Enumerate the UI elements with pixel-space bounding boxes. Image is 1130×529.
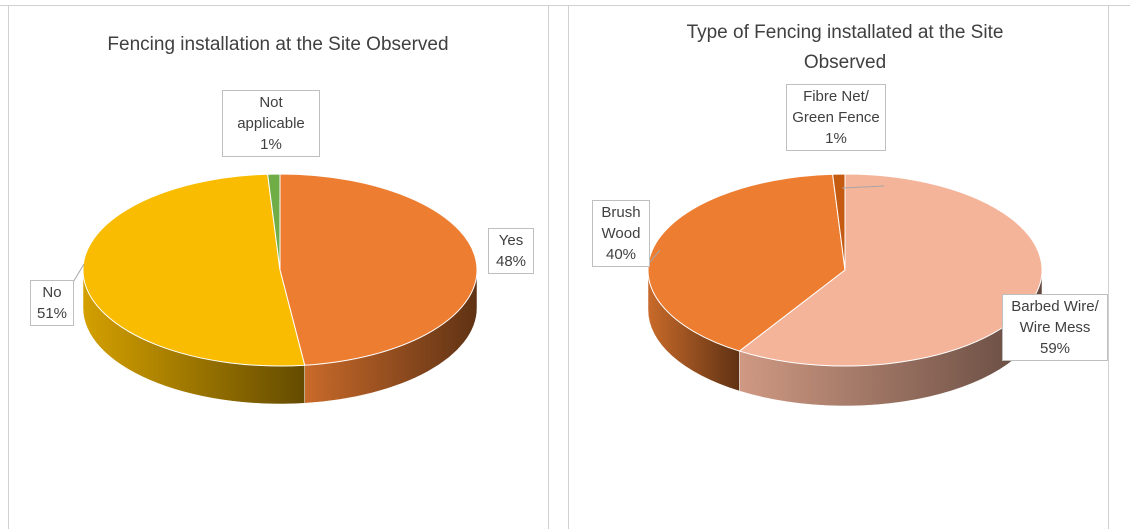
data-label-category: No: [42, 284, 62, 301]
data-label-value: 51%: [36, 305, 68, 322]
pie-slice: [279, 173, 478, 366]
data-label-value: 48%: [495, 253, 527, 270]
leader-line: [649, 249, 661, 263]
data-label: Barbed Wire/ Wire Mess 59%: [1002, 294, 1108, 361]
pie-slice: [647, 173, 846, 352]
data-label: Yes 48%: [488, 228, 534, 274]
pie-tops: [647, 173, 1043, 367]
chart-title: Fencing installation at the Site Observe…: [107, 34, 449, 55]
data-label-value: 1%: [825, 130, 847, 147]
data-label: Fibre Net/ Green Fence 1%: [786, 84, 886, 151]
pie-slice: [832, 173, 846, 271]
panel-borders: [0, 5, 1130, 529]
data-label-category: Fibre Net/ Green Fence: [792, 88, 880, 126]
data-label-value: 1%: [260, 136, 282, 153]
pie-tops: [82, 173, 478, 367]
data-label-category: Barbed Wire/ Wire Mess: [1011, 298, 1099, 336]
pies: [82, 173, 1043, 407]
data-label: Not applicable 1%: [222, 90, 320, 157]
data-label-category: Yes: [498, 232, 524, 249]
pie-slice: [267, 173, 281, 271]
pie-slice: [82, 173, 306, 367]
data-label: Brush Wood 40%: [592, 200, 650, 267]
data-label: No 51%: [30, 280, 74, 326]
leader-line: [71, 263, 85, 285]
data-label-category: Not applicable: [237, 94, 305, 132]
leader-lines: [71, 185, 885, 285]
leader-line: [841, 185, 885, 189]
data-label-value: 40%: [605, 246, 637, 263]
data-label-value: 59%: [1039, 340, 1071, 357]
chart-title: Type of Fencing installated at the Site …: [686, 22, 1004, 73]
data-label-category: Brush Wood: [601, 204, 641, 242]
